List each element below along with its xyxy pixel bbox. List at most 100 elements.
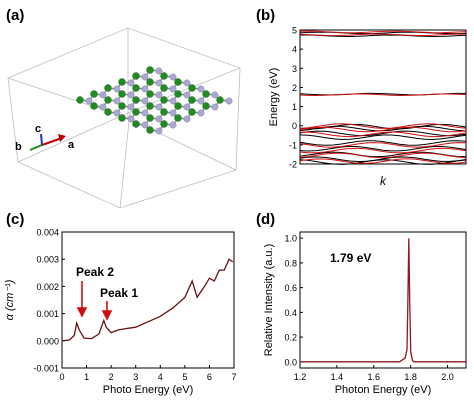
band-line xyxy=(299,147,467,154)
nitrogen-atom xyxy=(146,114,154,122)
panel-a-label: (a) xyxy=(6,7,24,24)
nitrogen-atom xyxy=(90,102,98,110)
nitrogen-atom xyxy=(118,114,126,122)
ytick-label: 2 xyxy=(292,83,297,93)
ytick-label: 1.0 xyxy=(284,234,297,244)
boron-atom xyxy=(141,121,149,129)
boron-atom xyxy=(197,97,205,105)
boron-atom xyxy=(183,79,191,87)
nitrogen-atom xyxy=(174,114,182,122)
xtick-label: 4 xyxy=(158,372,163,382)
boron-atom xyxy=(127,79,135,87)
panel-c-xlabel: Photo Energy (eV) xyxy=(103,384,194,396)
ytick-label: 0.003 xyxy=(36,255,59,265)
ytick-label: -1 xyxy=(289,140,297,150)
nitrogen-atom xyxy=(146,126,154,134)
boron-atom xyxy=(155,115,163,123)
peak-annotation: 1.79 eV xyxy=(330,251,371,265)
nitrogen-atom xyxy=(76,96,84,104)
nitrogen-atom xyxy=(132,72,140,80)
pl-curve xyxy=(300,238,466,363)
nitrogen-atom xyxy=(146,90,154,98)
boron-atom xyxy=(155,67,163,75)
axis-a-label: a xyxy=(68,139,75,151)
boron-atom xyxy=(155,127,163,135)
nitrogen-atom xyxy=(132,108,140,116)
xtick-label: 1.6 xyxy=(368,372,381,382)
ytick-label: 0.000 xyxy=(36,336,59,346)
ytick-label: -2 xyxy=(289,160,297,170)
ytick-label: 0.004 xyxy=(36,228,59,238)
nitrogen-atom xyxy=(118,90,126,98)
panel-c-label: (c) xyxy=(6,211,24,228)
band-line xyxy=(299,123,467,129)
nitrogen-atom xyxy=(160,84,168,92)
boron-atom xyxy=(169,85,177,93)
xtick-label: 6 xyxy=(207,372,212,382)
boron-atom xyxy=(197,109,205,117)
boron-atom xyxy=(99,91,107,99)
ytick-label: 0 xyxy=(292,121,297,131)
xtick-label: 3 xyxy=(133,372,138,382)
band-line xyxy=(299,131,467,138)
nitrogen-atom xyxy=(188,108,196,116)
xtick-label: 7 xyxy=(231,372,236,382)
nitrogen-atom xyxy=(160,108,168,116)
ytick-label: 5 xyxy=(292,26,297,36)
panel-b-yticks: 5 4 3 2 1 0 -1 -2 xyxy=(289,26,303,170)
nitrogen-atom xyxy=(216,96,224,104)
band-line xyxy=(299,30,467,34)
panel-c-frame xyxy=(61,231,235,369)
ytick-label: 0.2 xyxy=(284,333,297,343)
ytick-label: 3 xyxy=(292,64,297,74)
nitrogen-atom xyxy=(188,84,196,92)
nitrogen-atom xyxy=(104,108,112,116)
band-line xyxy=(299,140,467,146)
boron-atom xyxy=(197,85,205,93)
boron-atom xyxy=(183,91,191,99)
boron-atom xyxy=(225,97,233,105)
boron-atom xyxy=(169,121,177,129)
xtick-label: 1.4 xyxy=(331,372,344,382)
xtick-label: 1 xyxy=(84,372,89,382)
boron-atom xyxy=(127,91,135,99)
boron-atom xyxy=(169,109,177,117)
boron-atom xyxy=(113,85,121,93)
boron-atom xyxy=(113,109,121,117)
panel-d-ticks: 1.0 0.8 0.6 0.4 0.2 0.0 1.2 1.4 1.6 1.8 2.0 xyxy=(284,234,453,382)
panel-b-ylabel: Energy (eV) xyxy=(268,68,280,127)
band-line xyxy=(299,159,467,165)
nitrogen-atom xyxy=(202,90,210,98)
band-line xyxy=(299,142,467,148)
absorption-curve xyxy=(61,258,234,342)
boron-atom xyxy=(127,103,135,111)
xtick-label: 0 xyxy=(59,372,64,382)
boron-atom xyxy=(141,85,149,93)
boron-atom xyxy=(141,109,149,117)
panel-d-xlabel: Photon Energy (eV) xyxy=(335,384,432,396)
ytick-label: 1 xyxy=(292,102,297,112)
boron-atom xyxy=(141,73,149,81)
peak1-arrowhead xyxy=(101,310,113,321)
band-lines xyxy=(299,30,467,165)
band-line xyxy=(299,145,467,152)
ytick-label: 0.6 xyxy=(284,283,297,293)
peak-arrows xyxy=(76,281,113,321)
boron-atom xyxy=(183,103,191,111)
band-line xyxy=(299,130,467,137)
nitrogen-atom xyxy=(146,78,154,86)
xtick-label: 2.0 xyxy=(441,372,454,382)
panel-b-frame xyxy=(299,29,467,165)
nitrogen-atom xyxy=(174,102,182,110)
xtick-label: 1.8 xyxy=(404,372,417,382)
boron-atom xyxy=(155,91,163,99)
ytick-label: 0.0 xyxy=(284,357,297,367)
nitrogen-atom xyxy=(104,84,112,92)
axis-b-label: b xyxy=(15,141,22,153)
nitrogen-atom xyxy=(174,78,182,86)
panel-d-photoluminescence: (d) 1.0 0.8 0.6 0.4 0.2 0.0 1.2 1.4 1.6 1.8 2.0 Re… xyxy=(256,211,467,396)
panel-b-xlabel: k xyxy=(380,174,387,188)
